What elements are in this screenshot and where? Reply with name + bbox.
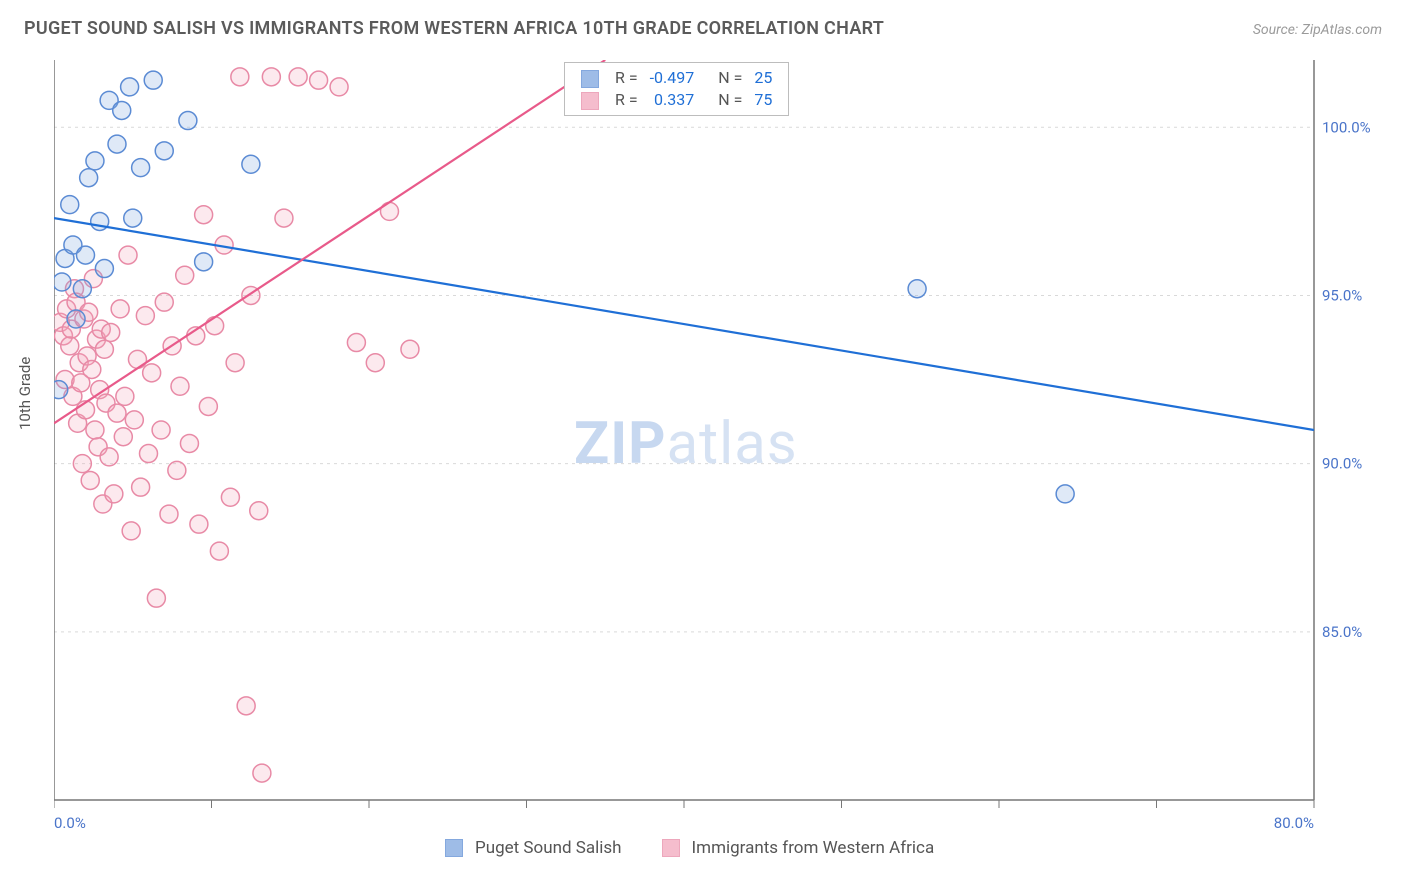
svg-text:85.0%: 85.0% (1322, 623, 1362, 641)
legend-item-wafrica: Immigrants from Western Africa (662, 838, 935, 858)
swatch-wafrica-bottom (662, 839, 680, 857)
y-axis-label: 10th Grade (16, 357, 34, 430)
legend-label-salish: Puget Sound Salish (475, 838, 622, 858)
chart-area: 85.0%90.0%95.0%100.0%0.0%80.0% ZIPatlas … (54, 60, 1382, 820)
legend-item-salish: Puget Sound Salish (445, 838, 622, 858)
scatter-plot-svg: 85.0% 90.0% 95.0% 100.0% 0.0% 80.0% (54, 60, 1382, 850)
source-label: Source: ZipAtlas.com (1253, 22, 1382, 38)
svg-text:0.0%: 0.0% (54, 814, 86, 832)
svg-text:100.0%: 100.0% (1322, 118, 1371, 136)
svg-text:90.0%: 90.0% (1322, 455, 1362, 473)
swatch-salish (581, 70, 599, 88)
series-legend: Puget Sound Salish Immigrants from Weste… (445, 838, 934, 858)
stats-legend: R = -0.497 N = 25 R = 0.337 N = 75 (564, 62, 789, 116)
legend-label-wafrica: Immigrants from Western Africa (692, 838, 935, 858)
svg-text:95.0%: 95.0% (1322, 286, 1362, 304)
chart-title: PUGET SOUND SALISH VS IMMIGRANTS FROM WE… (24, 18, 884, 39)
stats-row-wafrica: R = 0.337 N = 75 (575, 89, 778, 111)
svg-text:80.0%: 80.0% (1274, 814, 1314, 832)
swatch-wafrica (581, 92, 599, 110)
stats-row-salish: R = -0.497 N = 25 (575, 67, 778, 89)
swatch-salish-bottom (445, 839, 463, 857)
